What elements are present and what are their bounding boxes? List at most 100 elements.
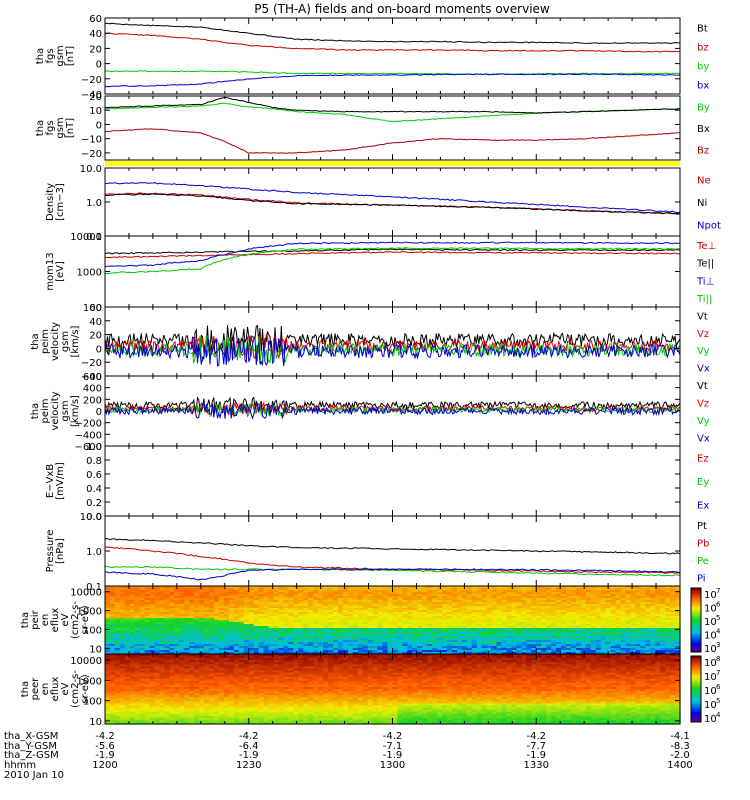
heatmap-cell xyxy=(109,699,116,702)
heatmap-cell xyxy=(600,622,607,625)
heatmap-cell xyxy=(357,618,364,621)
heatmap-cell xyxy=(109,588,116,591)
heatmap-cell xyxy=(323,598,329,601)
heatmap-cell xyxy=(124,598,131,601)
heatmap-cell xyxy=(154,590,161,593)
heatmap-cell xyxy=(427,648,433,651)
heatmap-cell xyxy=(605,620,612,623)
heatmap-cell xyxy=(283,632,290,635)
heatmap-cell xyxy=(655,606,661,609)
heatmap-cell xyxy=(407,630,413,633)
heatmap-cell xyxy=(333,630,339,633)
heatmap-cell xyxy=(268,624,275,627)
heatmap-cell xyxy=(303,648,309,651)
heatmap-cell xyxy=(372,606,379,609)
heatmap-cell xyxy=(407,612,413,615)
heatmap-cell xyxy=(600,644,607,647)
heatmap-cell xyxy=(372,616,379,619)
heatmap-cell xyxy=(124,701,131,705)
heatmap-cell xyxy=(437,648,443,651)
heatmap-cell xyxy=(337,608,344,611)
heatmap-cell xyxy=(575,638,582,641)
heatmap-cell xyxy=(303,588,309,591)
heatmap-cell xyxy=(105,656,111,659)
heatmap-cell xyxy=(585,602,592,605)
heatmap-cell xyxy=(422,636,428,639)
heatmap-cell xyxy=(541,604,547,607)
heatmap-cell xyxy=(645,614,651,617)
heatmap-cell xyxy=(442,630,448,633)
heatmap-cell xyxy=(273,638,280,641)
heatmap-cell xyxy=(105,652,111,655)
heatmap-cell xyxy=(417,652,423,655)
heatmap-cell xyxy=(605,596,612,599)
heatmap-cell xyxy=(223,636,230,639)
heatmap-cell xyxy=(214,634,220,637)
heatmap-cell xyxy=(546,612,552,615)
heatmap-cell xyxy=(635,612,641,615)
heatmap-cell xyxy=(372,634,379,637)
heatmap-cell xyxy=(278,636,285,639)
heatmap-cell xyxy=(114,654,121,657)
heatmap-cell xyxy=(119,610,126,613)
heatmap-cell xyxy=(447,616,453,619)
heatmap-cell xyxy=(219,588,225,591)
heatmap-cell xyxy=(372,624,379,627)
heatmap-cell xyxy=(233,626,240,629)
heatmap-cell xyxy=(288,594,294,597)
heatmap-cell xyxy=(675,608,681,611)
heatmap-cell xyxy=(402,636,408,639)
heatmap-cell xyxy=(422,632,428,635)
heatmap-cell xyxy=(129,697,136,700)
heatmap-cell xyxy=(556,648,562,651)
heatmap-cell xyxy=(313,604,319,607)
heatmap-cell xyxy=(630,632,636,635)
heatmap-cell xyxy=(461,644,468,647)
heatmap-cell xyxy=(367,636,374,639)
heatmap-cell xyxy=(144,660,151,663)
heatmap-cell xyxy=(561,622,567,625)
heatmap-cell xyxy=(362,616,369,619)
heatmap-cell xyxy=(511,652,518,655)
heatmap-cell xyxy=(114,592,121,595)
heatmap-cell xyxy=(565,638,572,641)
heatmap-cell xyxy=(109,652,116,655)
heatmap-cell xyxy=(565,618,572,621)
heatmap-cell xyxy=(640,594,646,597)
heatmap-cell xyxy=(670,598,676,601)
heatmap-cell xyxy=(536,650,542,653)
heatmap-cell xyxy=(233,602,240,605)
heatmap-cell xyxy=(129,676,136,680)
heatmap-cell xyxy=(382,640,389,643)
heatmap-cell xyxy=(526,626,532,629)
heatmap-cell xyxy=(114,676,121,680)
heatmap-cell xyxy=(293,600,299,603)
heatmap-cell xyxy=(407,624,413,627)
heatmap-cell xyxy=(298,640,304,643)
heatmap-cell xyxy=(442,606,448,609)
heatmap-cell xyxy=(129,686,136,690)
heatmap-cell xyxy=(219,640,225,643)
heatmap-cell xyxy=(347,616,354,619)
heatmap-cell xyxy=(129,604,136,607)
heatmap-cell xyxy=(585,644,592,647)
heatmap-cell xyxy=(570,616,577,619)
heatmap-cell xyxy=(521,648,527,651)
heatmap-cell xyxy=(580,634,587,637)
heatmap-cell xyxy=(531,600,537,603)
heatmap-cell xyxy=(278,610,285,613)
heatmap-cell xyxy=(253,594,260,597)
heatmap-cell xyxy=(243,600,250,603)
heatmap-cell xyxy=(595,596,602,599)
heatmap-cell xyxy=(105,668,111,672)
heatmap-cell xyxy=(268,596,275,599)
heatmap-cell xyxy=(392,618,399,621)
heatmap-cell xyxy=(144,598,151,601)
heatmap-cell xyxy=(496,618,503,621)
heatmap-cell xyxy=(119,600,126,603)
colorbar-cell xyxy=(691,608,701,611)
heatmap-cell xyxy=(105,701,111,705)
heatmap-cell xyxy=(397,632,404,635)
heatmap-cell xyxy=(367,638,374,641)
heatmap-cell xyxy=(610,606,617,609)
